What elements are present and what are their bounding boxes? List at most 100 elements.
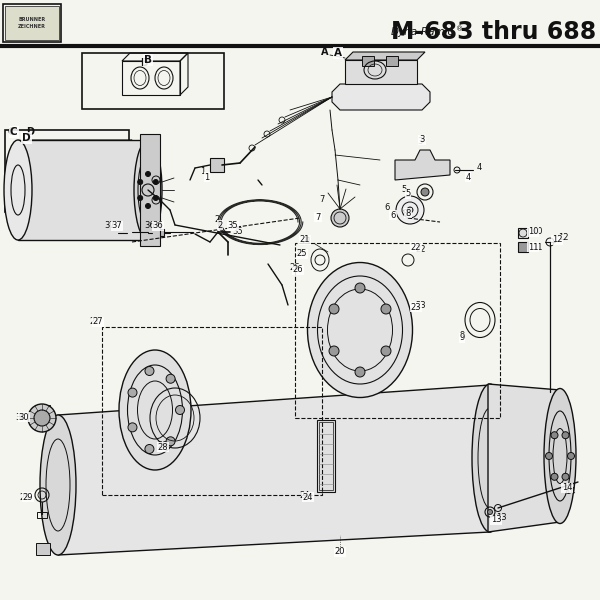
- Text: 8: 8: [406, 208, 410, 217]
- Circle shape: [562, 473, 569, 480]
- Polygon shape: [345, 60, 417, 84]
- Text: 13: 13: [491, 515, 502, 524]
- Bar: [12, 152, 120, 207]
- Bar: [152, 229, 164, 236]
- Text: 30: 30: [16, 413, 26, 421]
- Bar: [518, 242, 528, 252]
- Text: 37: 37: [112, 221, 122, 230]
- Circle shape: [146, 172, 151, 176]
- Text: 9: 9: [460, 334, 464, 343]
- Text: 35: 35: [227, 221, 238, 230]
- Circle shape: [487, 509, 493, 514]
- Text: A: A: [320, 47, 328, 57]
- Text: 1: 1: [205, 173, 209, 181]
- Circle shape: [381, 346, 391, 356]
- Bar: [3, 4, 61, 42]
- Circle shape: [128, 423, 137, 432]
- Circle shape: [551, 432, 558, 439]
- Circle shape: [355, 283, 365, 293]
- Text: 7: 7: [320, 196, 325, 205]
- Text: D: D: [22, 133, 31, 143]
- Bar: [37, 512, 47, 518]
- Bar: [386, 56, 398, 66]
- Circle shape: [329, 346, 339, 356]
- Text: 12: 12: [558, 233, 569, 242]
- Text: 2: 2: [215, 215, 220, 224]
- Text: 9: 9: [460, 331, 465, 340]
- Circle shape: [381, 304, 391, 314]
- Circle shape: [396, 196, 424, 224]
- Text: 37: 37: [104, 221, 115, 230]
- Circle shape: [145, 445, 154, 454]
- Bar: [122, 61, 180, 95]
- Text: 23: 23: [415, 301, 425, 310]
- Circle shape: [166, 374, 175, 383]
- Circle shape: [407, 207, 413, 213]
- Ellipse shape: [119, 350, 191, 470]
- Bar: [317, 420, 335, 492]
- Text: 2: 2: [217, 220, 223, 229]
- Text: 11: 11: [532, 242, 542, 251]
- Text: 25: 25: [295, 250, 305, 259]
- Text: 10: 10: [528, 227, 538, 236]
- Circle shape: [562, 432, 569, 439]
- Circle shape: [138, 196, 143, 200]
- Text: C: C: [8, 127, 15, 137]
- Bar: [319, 422, 333, 490]
- Circle shape: [146, 203, 151, 208]
- Text: Dyna-Ramic: Dyna-Ramic: [391, 27, 454, 37]
- Text: 28: 28: [158, 443, 169, 451]
- Text: 14: 14: [565, 487, 575, 497]
- Ellipse shape: [331, 209, 349, 227]
- Text: 29: 29: [23, 493, 33, 502]
- Text: B: B: [140, 58, 148, 68]
- Text: 26: 26: [293, 265, 304, 275]
- Text: 14: 14: [562, 484, 572, 493]
- Ellipse shape: [4, 140, 32, 240]
- Bar: [140, 134, 160, 246]
- Circle shape: [138, 179, 143, 185]
- Polygon shape: [58, 385, 490, 555]
- Circle shape: [28, 404, 56, 432]
- Bar: [82, 53, 224, 109]
- Circle shape: [329, 304, 339, 314]
- Text: 26: 26: [289, 263, 300, 272]
- Text: A: A: [334, 48, 342, 58]
- Bar: [7, 203, 125, 211]
- Bar: [102, 327, 322, 495]
- Text: 20: 20: [335, 547, 345, 557]
- Text: 3: 3: [419, 136, 425, 145]
- Text: 1: 1: [200, 167, 205, 176]
- Circle shape: [153, 179, 158, 185]
- Circle shape: [128, 388, 137, 397]
- Ellipse shape: [308, 263, 413, 397]
- Circle shape: [545, 452, 553, 460]
- Text: 10: 10: [532, 227, 542, 236]
- Text: 22: 22: [411, 242, 421, 251]
- Text: 21: 21: [300, 235, 310, 245]
- Bar: [362, 56, 374, 66]
- Text: 36: 36: [152, 221, 163, 230]
- Bar: [295, 243, 500, 418]
- Text: BRUNNER
ZEICHNER: BRUNNER ZEICHNER: [18, 17, 46, 29]
- Text: 27: 27: [89, 317, 100, 326]
- Circle shape: [166, 437, 175, 446]
- Bar: [5, 130, 129, 212]
- Text: M-683 thru 688: M-683 thru 688: [391, 20, 596, 44]
- Text: 12: 12: [552, 235, 562, 245]
- Text: 13: 13: [496, 514, 506, 523]
- Circle shape: [34, 410, 50, 426]
- Text: 3: 3: [418, 137, 422, 146]
- Bar: [5, 6, 59, 40]
- Ellipse shape: [544, 389, 576, 523]
- Text: 23: 23: [410, 302, 421, 311]
- Text: B: B: [144, 55, 152, 65]
- Text: 4: 4: [477, 163, 482, 173]
- Text: 6: 6: [385, 203, 390, 212]
- Polygon shape: [395, 150, 450, 180]
- Text: 7: 7: [316, 212, 320, 221]
- Text: 6: 6: [391, 211, 395, 220]
- Text: 20: 20: [335, 547, 345, 557]
- Ellipse shape: [40, 415, 76, 555]
- Ellipse shape: [134, 140, 162, 240]
